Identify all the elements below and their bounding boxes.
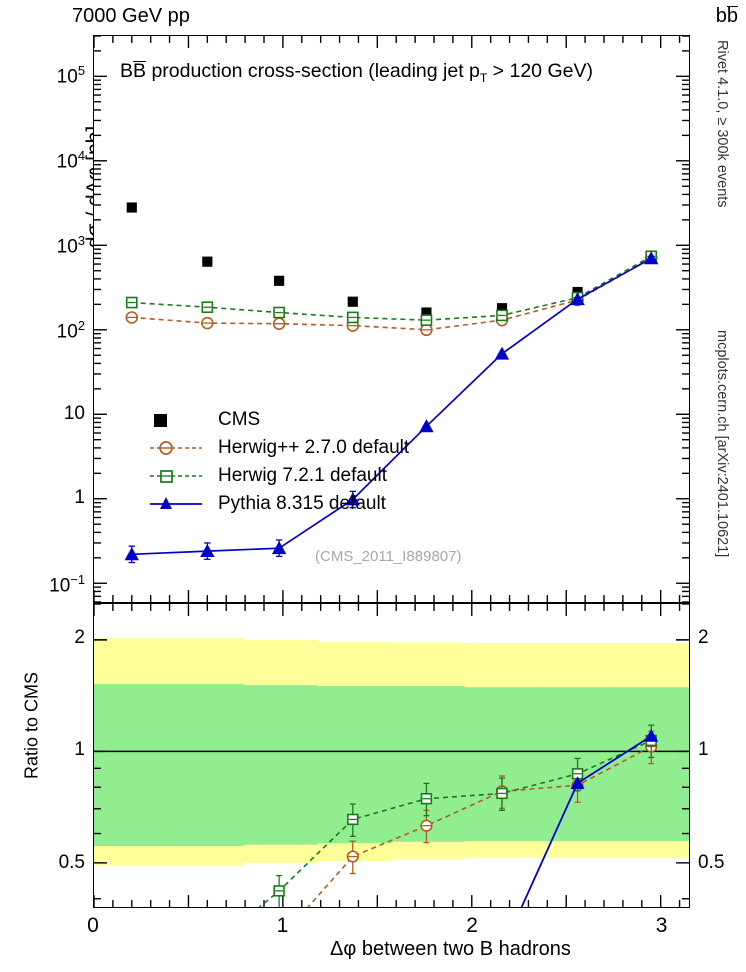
rivet-version-caption: Rivet 4.1.0, ≥ 300k events bbox=[714, 40, 730, 208]
main-plot-canvas bbox=[94, 36, 689, 602]
ratio-tick-label: 2 bbox=[74, 627, 85, 649]
header-bbar-quark: b bbox=[726, 5, 738, 27]
ratio-axis-label: Ratio to CMS bbox=[21, 671, 42, 780]
header-beam-info: 7000 GeV pp bbox=[72, 5, 190, 27]
x-tick-label: 2 bbox=[466, 914, 478, 937]
ratio-tick-label: 0.5 bbox=[58, 851, 85, 873]
ratio-tick-label: 1 bbox=[74, 739, 85, 761]
title-b: B bbox=[120, 60, 134, 82]
legend-marker-open-circle bbox=[150, 441, 202, 455]
title-post: > 120 GeV) bbox=[487, 60, 593, 82]
y-tick-label: 10 bbox=[63, 402, 85, 424]
legend-label: CMS bbox=[218, 409, 261, 430]
title-mid: production cross-section (leading jet p bbox=[146, 60, 480, 82]
legend-label: Herwig++ 2.7.0 default bbox=[218, 437, 410, 458]
header-process-label: bb bbox=[716, 5, 738, 28]
legend-marker-filled-square bbox=[154, 414, 167, 427]
x-tick-label: 3 bbox=[655, 914, 668, 937]
ratio-tick-label-right: 0.5 bbox=[698, 851, 725, 873]
ratio-tick-label-right: 1 bbox=[698, 739, 709, 761]
y-tick-label: 103 bbox=[56, 233, 85, 258]
ratio-plot-canvas bbox=[94, 604, 689, 907]
legend-label: Herwig 7.2.1 default bbox=[218, 465, 387, 486]
y-tick-label: 1 bbox=[74, 487, 85, 509]
y-tick-label: 102 bbox=[56, 317, 85, 343]
legend-marker-filled-triangle bbox=[150, 497, 202, 509]
header-b-quark: b bbox=[715, 5, 727, 27]
main-plot-panel bbox=[93, 35, 690, 603]
title-subscript: T bbox=[479, 70, 488, 85]
legend-marker-open-square bbox=[150, 470, 202, 483]
x-tick-label: 1 bbox=[276, 914, 289, 937]
y-tick-label: 105 bbox=[56, 63, 85, 88]
ratio-plot-panel bbox=[93, 603, 690, 908]
y-tick-label: 10−1 bbox=[49, 572, 85, 597]
x-axis-label: Δφ between two B hadrons bbox=[330, 938, 571, 960]
legend-label: Pythia 8.315 default bbox=[218, 493, 386, 514]
y-tick-label: 104 bbox=[56, 148, 85, 173]
ratio-tick-label-right: 2 bbox=[698, 627, 709, 649]
x-tick-label: 0 bbox=[87, 914, 99, 937]
mcplots-caption: mcplots.cern.ch [arXiv:2401.10621] bbox=[714, 330, 730, 558]
analysis-id-watermark: (CMS_2011_I889807) bbox=[315, 548, 462, 565]
title-bbar: B bbox=[133, 60, 147, 82]
plot-title: BB production cross-section (leading jet… bbox=[120, 60, 593, 85]
